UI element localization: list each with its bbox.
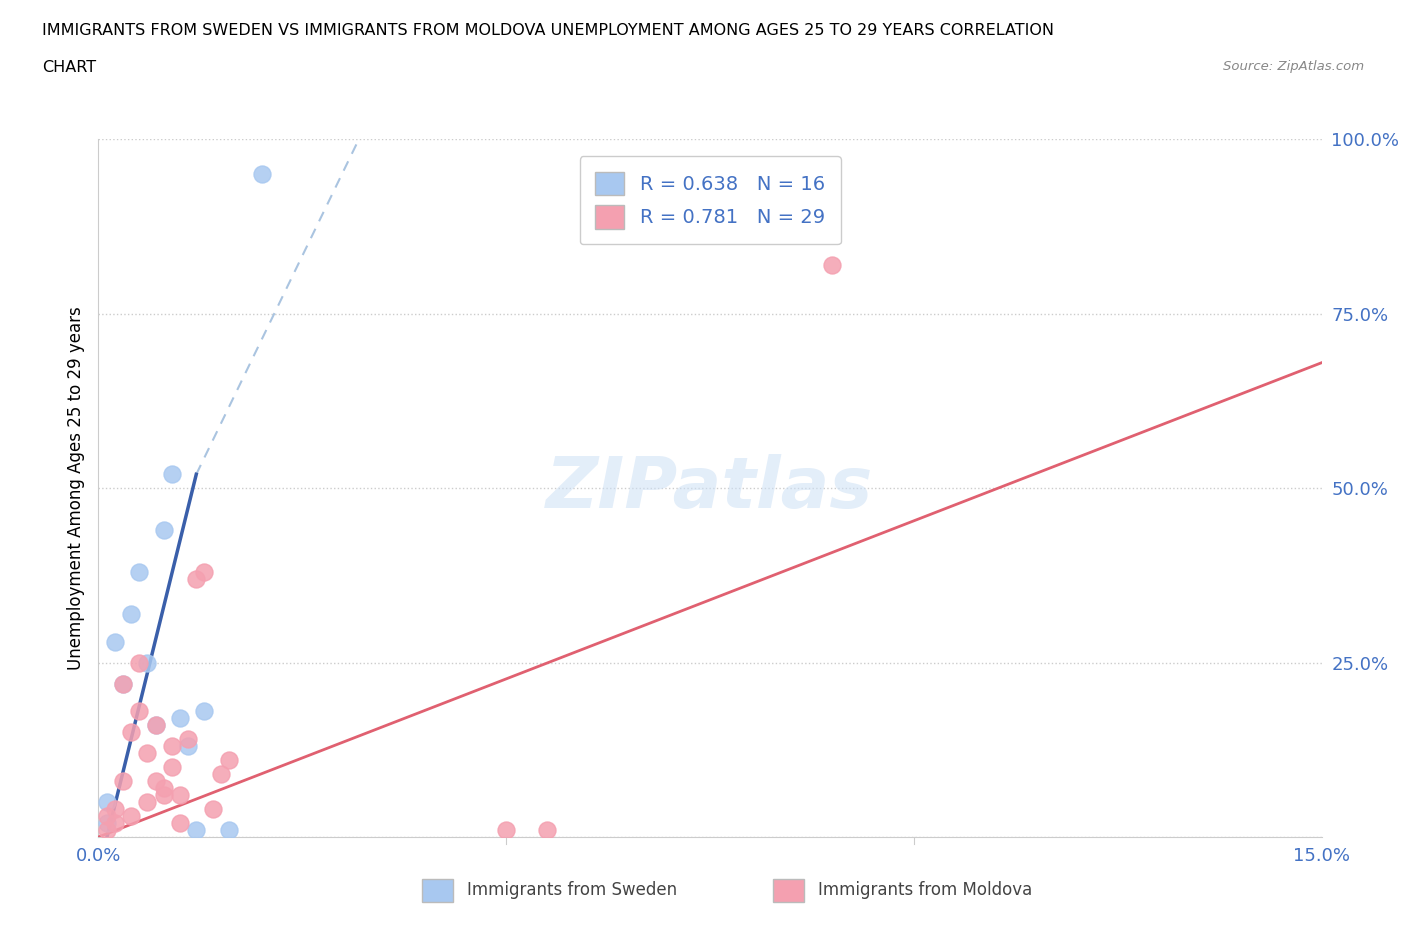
Point bbox=[177, 738, 200, 753]
Point bbox=[536, 823, 558, 837]
Point bbox=[186, 571, 208, 587]
Text: Immigrants from Moldova: Immigrants from Moldova bbox=[818, 882, 1032, 899]
Point bbox=[145, 718, 167, 733]
Point bbox=[104, 816, 127, 830]
Point bbox=[120, 809, 142, 824]
Point bbox=[136, 746, 159, 761]
Point bbox=[160, 467, 183, 482]
Point bbox=[152, 781, 174, 796]
Point bbox=[169, 711, 191, 725]
Point bbox=[96, 794, 118, 809]
Point bbox=[96, 809, 118, 824]
Point bbox=[96, 816, 118, 830]
Point bbox=[169, 788, 191, 803]
Point bbox=[160, 738, 183, 753]
Point bbox=[111, 774, 134, 789]
Text: Source: ZipAtlas.com: Source: ZipAtlas.com bbox=[1223, 60, 1364, 73]
Point bbox=[120, 606, 142, 621]
Point bbox=[104, 634, 127, 649]
Point bbox=[218, 823, 240, 837]
Point bbox=[145, 774, 167, 789]
Point bbox=[145, 718, 167, 733]
Point bbox=[495, 823, 517, 837]
Point bbox=[186, 823, 208, 837]
Point bbox=[96, 823, 118, 837]
Point bbox=[128, 655, 150, 670]
Y-axis label: Unemployment Among Ages 25 to 29 years: Unemployment Among Ages 25 to 29 years bbox=[66, 306, 84, 671]
Point bbox=[160, 760, 183, 775]
Point bbox=[111, 676, 134, 691]
Point bbox=[201, 802, 224, 817]
Point bbox=[152, 523, 174, 538]
Text: IMMIGRANTS FROM SWEDEN VS IMMIGRANTS FROM MOLDOVA UNEMPLOYMENT AMONG AGES 25 TO : IMMIGRANTS FROM SWEDEN VS IMMIGRANTS FRO… bbox=[42, 23, 1054, 38]
Point bbox=[193, 565, 215, 579]
Text: Immigrants from Sweden: Immigrants from Sweden bbox=[467, 882, 676, 899]
Point bbox=[177, 732, 200, 747]
Point bbox=[193, 704, 215, 719]
Point bbox=[128, 565, 150, 579]
Point bbox=[128, 704, 150, 719]
Point bbox=[250, 167, 273, 182]
Text: CHART: CHART bbox=[42, 60, 96, 75]
Point bbox=[120, 725, 142, 740]
Point bbox=[152, 788, 174, 803]
Point bbox=[169, 816, 191, 830]
Text: ZIPatlas: ZIPatlas bbox=[547, 454, 873, 523]
Point bbox=[209, 766, 232, 781]
Point bbox=[136, 794, 159, 809]
Point bbox=[104, 802, 127, 817]
Legend: R = 0.638   N = 16, R = 0.781   N = 29: R = 0.638 N = 16, R = 0.781 N = 29 bbox=[579, 156, 841, 245]
Point bbox=[218, 753, 240, 768]
Point bbox=[136, 655, 159, 670]
Point bbox=[111, 676, 134, 691]
Point bbox=[821, 258, 844, 272]
